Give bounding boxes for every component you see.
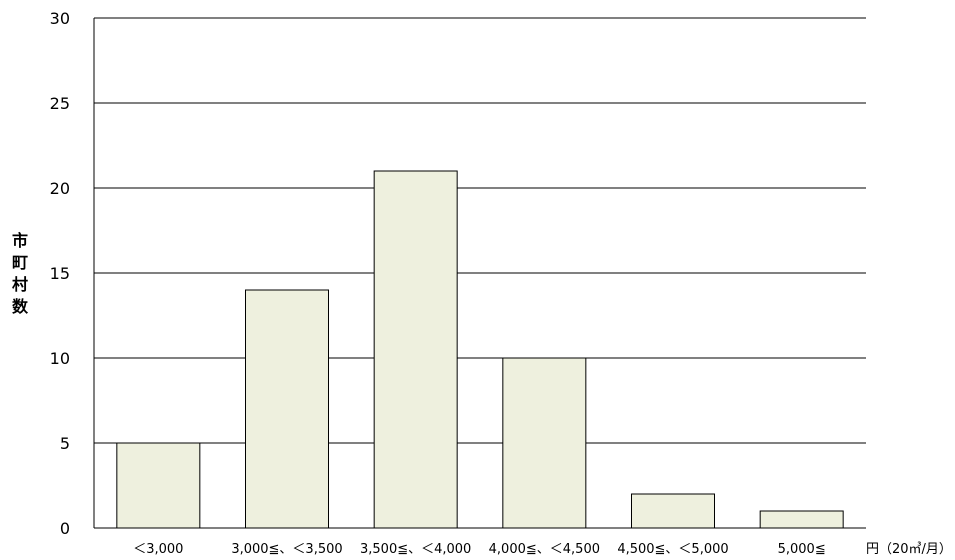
x-tick-labels: ＜3,000 3,000≦、＜3,500 3,500≦、＜4,000 4,000≦、＜…: [133, 542, 825, 557]
axes: [93, 18, 866, 529]
x-tick-label-5: 5,000≦: [778, 542, 826, 557]
bars: [116, 170, 844, 529]
y-tick-labels: 0 5 10 15 20 25 30: [50, 9, 70, 538]
y-axis-label-char-2: 村: [12, 275, 28, 294]
y-tick-label-20: 20: [50, 179, 70, 198]
y-tick-label-15: 15: [50, 264, 70, 283]
y-axis-label-char-0: 市: [12, 231, 28, 250]
x-tick-label-3: 4,000≦、＜4,500: [489, 542, 600, 557]
grid-lines: [94, 17, 866, 444]
bar-4: [631, 493, 715, 529]
y-tick-label-25: 25: [50, 94, 70, 113]
y-tick-label-10: 10: [50, 349, 70, 368]
y-axis-label-char-1: 町: [12, 253, 28, 272]
x-tick-label-4: 4,500≦、＜5,000: [617, 542, 728, 557]
y-axis-label-char-3: 数: [12, 297, 29, 316]
y-tick-label-30: 30: [50, 9, 70, 28]
x-tick-label-2: 3,500≦、＜4,000: [360, 542, 471, 557]
x-tick-label-1: 3,000≦、＜3,500: [231, 542, 342, 557]
y-tick-label-5: 5: [60, 434, 70, 453]
bar-5: [759, 510, 844, 529]
bar-0: [116, 442, 201, 529]
y-tick-label-0: 0: [60, 519, 70, 538]
bar-1: [245, 289, 329, 529]
bar-3: [502, 357, 587, 529]
x-axis-unit-label: 円（20㎥/月）: [866, 542, 952, 557]
x-tick-label-0: ＜3,000: [133, 542, 183, 557]
bar-2: [373, 170, 458, 529]
